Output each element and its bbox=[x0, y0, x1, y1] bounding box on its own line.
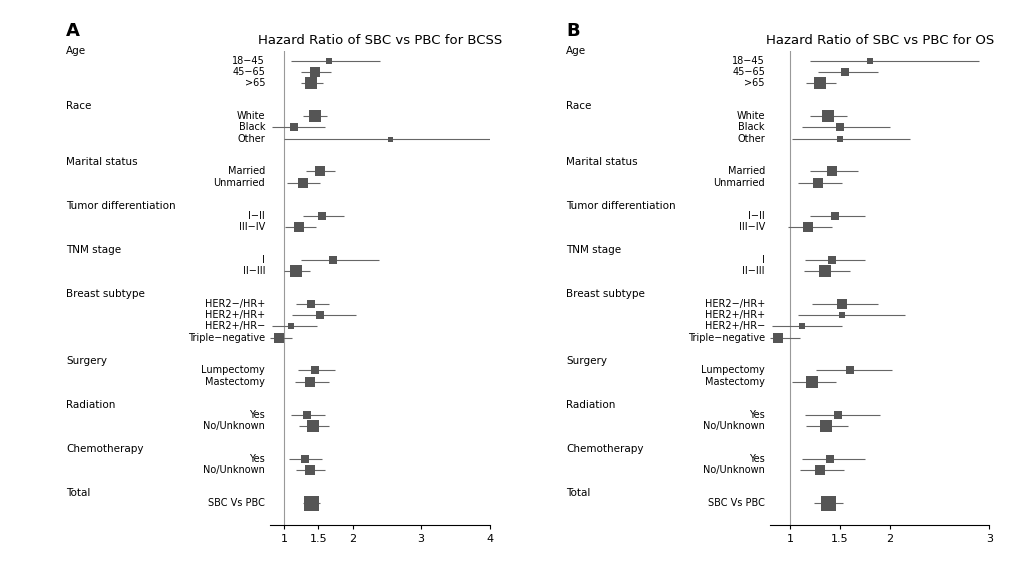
Text: No/Unknown: No/Unknown bbox=[203, 465, 265, 475]
Text: Black: Black bbox=[238, 123, 265, 132]
Text: Chemotherapy: Chemotherapy bbox=[66, 444, 144, 454]
Title: Hazard Ratio of SBC vs PBC for OS: Hazard Ratio of SBC vs PBC for OS bbox=[765, 34, 993, 47]
Text: Unmarried: Unmarried bbox=[213, 178, 265, 188]
Text: >65: >65 bbox=[744, 79, 764, 89]
Text: TNM stage: TNM stage bbox=[66, 245, 121, 255]
Text: Yes: Yes bbox=[250, 454, 265, 463]
Text: Tumor differentiation: Tumor differentiation bbox=[566, 201, 675, 211]
Text: Breast subtype: Breast subtype bbox=[66, 289, 145, 299]
Text: Tumor differentiation: Tumor differentiation bbox=[66, 201, 175, 211]
Text: Breast subtype: Breast subtype bbox=[566, 289, 644, 299]
Text: Radiation: Radiation bbox=[566, 400, 614, 410]
Text: 18−45: 18−45 bbox=[732, 55, 764, 66]
Text: Marital status: Marital status bbox=[566, 157, 637, 167]
Text: II−III: II−III bbox=[243, 266, 265, 276]
Text: Other: Other bbox=[737, 134, 764, 144]
Text: Chemotherapy: Chemotherapy bbox=[566, 444, 643, 454]
Text: Triple−negative: Triple−negative bbox=[187, 333, 265, 343]
Text: HER2+/HR−: HER2+/HR− bbox=[205, 321, 265, 332]
Text: II−III: II−III bbox=[742, 266, 764, 276]
Text: SBC Vs PBC: SBC Vs PBC bbox=[208, 498, 265, 507]
Title: Hazard Ratio of SBC vs PBC for BCSS: Hazard Ratio of SBC vs PBC for BCSS bbox=[258, 34, 501, 47]
Text: I−II: I−II bbox=[748, 211, 764, 220]
Text: B: B bbox=[566, 21, 579, 40]
Text: No/Unknown: No/Unknown bbox=[702, 421, 764, 431]
Text: SBC Vs PBC: SBC Vs PBC bbox=[707, 498, 764, 507]
Text: No/Unknown: No/Unknown bbox=[702, 465, 764, 475]
Text: Age: Age bbox=[66, 46, 87, 56]
Text: Married: Married bbox=[227, 167, 265, 176]
Text: I−II: I−II bbox=[249, 211, 265, 220]
Text: White: White bbox=[236, 111, 265, 121]
Text: Lumpectomy: Lumpectomy bbox=[701, 366, 764, 376]
Text: Surgery: Surgery bbox=[566, 356, 606, 366]
Text: III−IV: III−IV bbox=[738, 222, 764, 232]
Text: TNM stage: TNM stage bbox=[566, 245, 621, 255]
Text: White: White bbox=[736, 111, 764, 121]
Text: 18−45: 18−45 bbox=[232, 55, 265, 66]
Text: Unmarried: Unmarried bbox=[712, 178, 764, 188]
Text: Age: Age bbox=[566, 46, 586, 56]
Text: Black: Black bbox=[738, 123, 764, 132]
Text: A: A bbox=[66, 21, 81, 40]
Text: 45−65: 45−65 bbox=[732, 67, 764, 77]
Text: I: I bbox=[262, 255, 265, 264]
Text: Race: Race bbox=[66, 101, 92, 111]
Text: Total: Total bbox=[566, 488, 590, 498]
Text: 45−65: 45−65 bbox=[232, 67, 265, 77]
Text: HER2−/HR+: HER2−/HR+ bbox=[704, 298, 764, 308]
Text: Lumpectomy: Lumpectomy bbox=[202, 366, 265, 376]
Text: No/Unknown: No/Unknown bbox=[203, 421, 265, 431]
Text: Other: Other bbox=[237, 134, 265, 144]
Text: HER2+/HR+: HER2+/HR+ bbox=[205, 310, 265, 320]
Text: >65: >65 bbox=[245, 79, 265, 89]
Text: Mastectomy: Mastectomy bbox=[704, 377, 764, 387]
Text: HER2+/HR+: HER2+/HR+ bbox=[704, 310, 764, 320]
Text: Yes: Yes bbox=[749, 410, 764, 419]
Text: HER2−/HR+: HER2−/HR+ bbox=[205, 298, 265, 308]
Text: Radiation: Radiation bbox=[66, 400, 115, 410]
Text: Mastectomy: Mastectomy bbox=[205, 377, 265, 387]
Text: Yes: Yes bbox=[250, 410, 265, 419]
Text: III−IV: III−IV bbox=[238, 222, 265, 232]
Text: Total: Total bbox=[66, 488, 91, 498]
Text: Surgery: Surgery bbox=[66, 356, 107, 366]
Text: Marital status: Marital status bbox=[66, 157, 138, 167]
Text: Married: Married bbox=[727, 167, 764, 176]
Text: HER2+/HR−: HER2+/HR− bbox=[704, 321, 764, 332]
Text: I: I bbox=[761, 255, 764, 264]
Text: Race: Race bbox=[566, 101, 591, 111]
Text: Triple−negative: Triple−negative bbox=[687, 333, 764, 343]
Text: Yes: Yes bbox=[749, 454, 764, 463]
